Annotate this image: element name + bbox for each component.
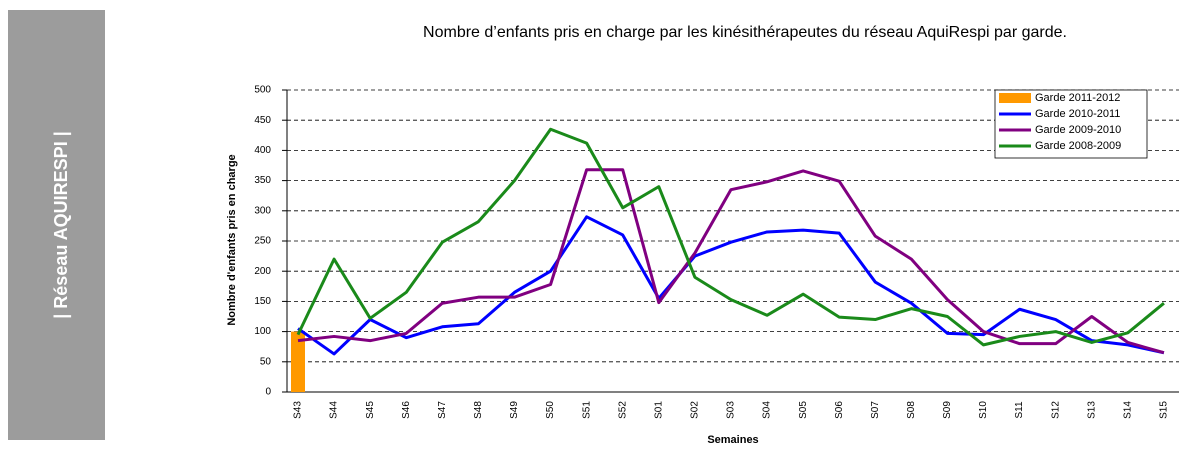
y-tick-label: 450 (254, 115, 271, 126)
x-tick-label: S11 (1014, 401, 1025, 418)
x-tick-label: S46 (401, 401, 412, 419)
legend-label: Garde 2011-2012 (1035, 92, 1120, 104)
sidebar-label: | Réseau AQUIRESPI | (51, 131, 71, 318)
y-tick-label: 350 (254, 175, 271, 186)
series-line (297, 168, 1165, 355)
x-tick-label: S13 (1086, 401, 1097, 419)
sidebar (8, 10, 105, 440)
x-tick-label: S10 (978, 401, 989, 419)
series-line (296, 127, 1165, 347)
y-tick-label: 400 (254, 145, 271, 156)
x-tick-label: S47 (437, 401, 448, 419)
x-tick-label: S48 (473, 401, 484, 419)
x-tick-label: S01 (653, 401, 664, 419)
x-tick-label: S08 (906, 401, 917, 419)
legend-swatch (999, 93, 1031, 103)
x-tick-label: S03 (726, 401, 737, 419)
y-tick-label: 0 (265, 387, 271, 398)
x-tick-label: S14 (1122, 401, 1133, 419)
x-tick-label: S12 (1050, 401, 1061, 419)
x-tick-label: S09 (942, 401, 953, 419)
x-axis-label: Semaines (707, 434, 758, 446)
x-tick-label: S52 (617, 401, 628, 419)
y-tick-label: 100 (254, 326, 271, 337)
x-tick-label: S49 (509, 401, 520, 419)
y-tick-label: 300 (254, 205, 271, 216)
x-tick-label: S05 (798, 401, 809, 419)
x-tick-label: S43 (293, 401, 304, 419)
x-tick-label: S15 (1159, 401, 1170, 419)
y-tick-label: 150 (254, 296, 271, 307)
x-tick-label: S07 (870, 401, 881, 419)
y-axis-label: Nombre d'enfants pris en charge (226, 154, 238, 325)
x-tick-label: S51 (581, 401, 592, 419)
legend-label: Garde 2010-2011 (1035, 108, 1120, 120)
x-tick-label: S44 (329, 401, 340, 419)
series-line (297, 215, 1165, 356)
y-tick-label: 250 (254, 236, 271, 247)
x-tick-label: S45 (365, 401, 376, 419)
x-tick-label: S06 (834, 401, 845, 419)
y-tick-label: 200 (254, 266, 271, 277)
bar (291, 331, 305, 392)
x-tick-label: S04 (762, 401, 773, 419)
x-tick-label: S50 (545, 401, 556, 419)
legend-label: Garde 2008-2009 (1035, 140, 1121, 152)
y-tick-label: 50 (260, 356, 272, 367)
x-tick-label: S02 (690, 401, 701, 419)
y-tick-label: 500 (254, 85, 271, 96)
chart-title: Nombre d’enfants pris en charge par les … (423, 24, 1067, 41)
legend-label: Garde 2009-2010 (1035, 124, 1121, 136)
